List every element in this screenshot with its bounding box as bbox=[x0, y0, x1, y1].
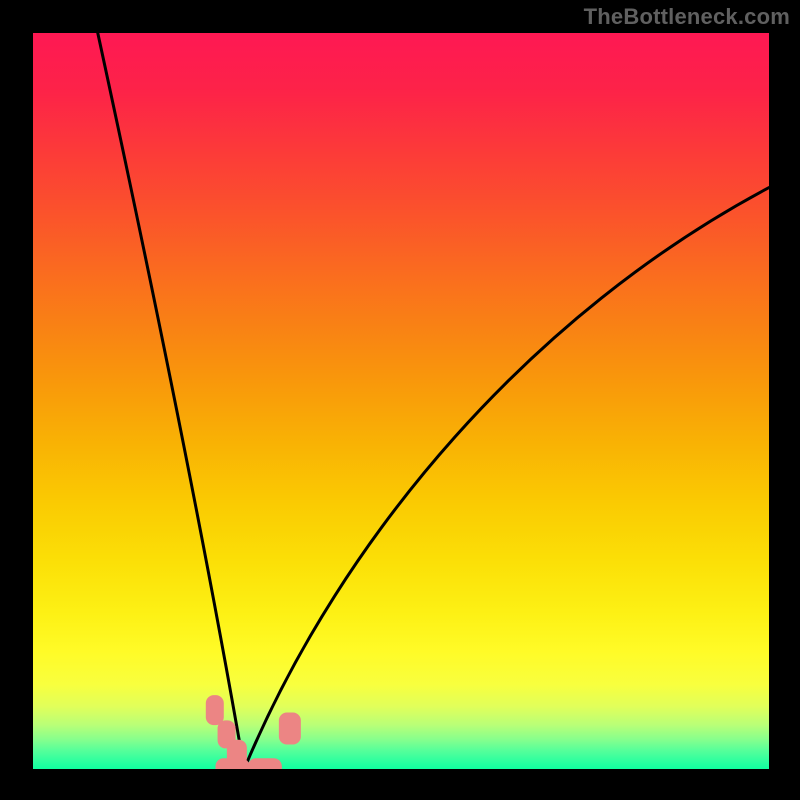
curve-marker bbox=[248, 758, 282, 769]
bottleneck-chart bbox=[33, 33, 769, 769]
watermark-text: TheBottleneck.com bbox=[584, 4, 790, 30]
curve-marker bbox=[206, 695, 224, 725]
curve-marker bbox=[215, 758, 249, 769]
curve-marker bbox=[279, 713, 301, 745]
chart-background bbox=[33, 33, 769, 769]
